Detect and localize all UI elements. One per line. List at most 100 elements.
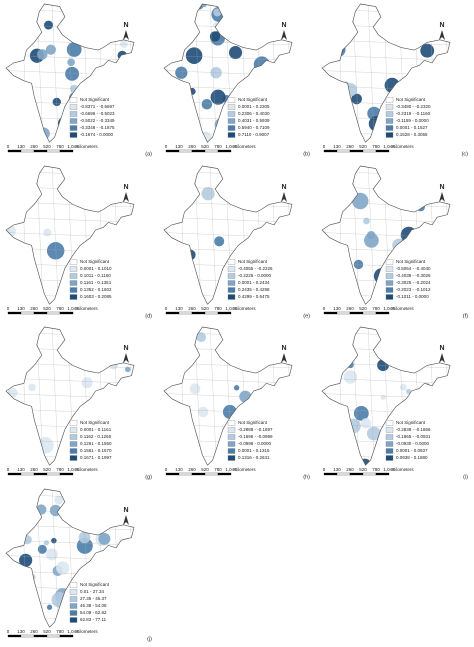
legend-label: Not Significant xyxy=(80,582,110,587)
district-boundary xyxy=(322,186,450,192)
scale-label: 520 xyxy=(201,306,209,311)
legend-swatch xyxy=(69,596,78,602)
legend-label: 0.1316 - 0.2631 xyxy=(238,455,270,460)
scale-segment xyxy=(323,149,338,153)
district xyxy=(277,273,283,279)
district xyxy=(380,394,386,400)
scale-label: 260 xyxy=(30,144,38,149)
scale-segment xyxy=(178,472,193,476)
map-panel: N Not Significant -0.3480 - -0.2320 -0.2319… xyxy=(321,3,468,157)
district-boundary xyxy=(6,509,134,515)
legend-swatch xyxy=(227,259,236,265)
legend-swatch xyxy=(227,132,236,138)
district xyxy=(441,382,450,395)
legend-swatch xyxy=(385,434,394,440)
district xyxy=(201,98,213,110)
north-arrow xyxy=(123,353,129,363)
district-boundary xyxy=(256,327,263,466)
district xyxy=(43,540,49,546)
legend-label: 0.1162 - 0.1260 xyxy=(80,434,112,439)
district xyxy=(214,118,227,131)
district xyxy=(51,537,57,544)
scale-label: 1,040 xyxy=(225,306,237,311)
scale-label: Kilometers xyxy=(76,306,98,311)
district xyxy=(89,504,100,515)
legend-label: -0.4055 - -0.2226 xyxy=(238,266,273,271)
north-label: N xyxy=(281,22,286,29)
scale-label: 0 xyxy=(7,629,10,634)
district xyxy=(269,118,287,135)
district xyxy=(188,87,196,95)
legend-swatch xyxy=(385,441,394,447)
scale-label: 780 xyxy=(372,306,380,311)
district xyxy=(165,267,175,277)
district xyxy=(12,489,26,500)
district-boundary xyxy=(128,166,134,305)
district xyxy=(394,28,407,42)
district xyxy=(274,122,289,137)
district-boundary xyxy=(51,489,59,628)
scale-segment xyxy=(323,311,338,315)
district xyxy=(351,93,362,105)
district xyxy=(420,43,435,58)
panel-label: (b) xyxy=(303,151,310,157)
scale-label: 260 xyxy=(188,306,196,311)
legend-label: -0.1011 - 0.0000 xyxy=(396,294,429,299)
legend-label: 0.0001 - 0.2305 xyxy=(238,104,270,109)
district-boundary xyxy=(164,24,292,30)
district-boundary xyxy=(209,4,217,143)
legend-swatch xyxy=(69,97,78,103)
scale-segment xyxy=(178,149,193,153)
scale-label: 130 xyxy=(175,306,183,311)
district xyxy=(6,606,17,620)
scale-segment xyxy=(204,472,219,476)
district-boundary xyxy=(322,8,450,15)
district xyxy=(122,257,134,271)
district xyxy=(43,228,52,237)
scale-label: 130 xyxy=(17,306,25,311)
district xyxy=(178,263,194,278)
district xyxy=(189,383,201,395)
scale-label: 0 xyxy=(165,306,168,311)
district xyxy=(176,172,183,179)
district xyxy=(185,47,203,64)
district xyxy=(56,561,70,575)
district xyxy=(398,329,407,339)
north-label: N xyxy=(439,184,444,191)
district xyxy=(165,43,183,60)
district xyxy=(277,399,291,413)
legend-label: -0.1865 - -0.0931 xyxy=(396,434,431,439)
scale-label: 260 xyxy=(188,467,196,472)
district-boundary xyxy=(128,327,134,466)
legend-swatch xyxy=(227,104,236,110)
district xyxy=(12,582,27,597)
panel-label: (j) xyxy=(147,636,152,642)
district-boundary xyxy=(6,166,13,305)
legend-label: 0.2306 - 0.4030 xyxy=(238,111,270,116)
legend-swatch xyxy=(69,273,78,279)
district xyxy=(114,7,123,17)
map-panel: N Not Significant 0.0001 - 0.2305 0.2306 - … xyxy=(163,3,310,157)
district xyxy=(122,582,134,600)
district-boundary xyxy=(164,331,292,338)
district xyxy=(27,489,36,494)
north-label: N xyxy=(281,184,286,191)
district xyxy=(322,109,331,123)
district-boundary xyxy=(164,170,292,177)
district-boundary xyxy=(113,489,121,628)
district xyxy=(25,519,31,525)
district-boundary xyxy=(367,4,375,143)
district-boundary xyxy=(6,493,134,500)
scale-label: 1,040 xyxy=(67,306,79,311)
district xyxy=(366,426,381,441)
legend-swatch xyxy=(69,287,78,293)
district xyxy=(343,370,358,384)
district xyxy=(121,609,134,624)
legend-label: -0.2888 - -0.1697 xyxy=(238,427,273,432)
legend-swatch xyxy=(69,118,78,124)
legend-swatch xyxy=(385,273,394,279)
district xyxy=(6,613,15,628)
scale-segment xyxy=(336,472,351,476)
district xyxy=(113,601,124,613)
district-boundary xyxy=(367,327,375,466)
